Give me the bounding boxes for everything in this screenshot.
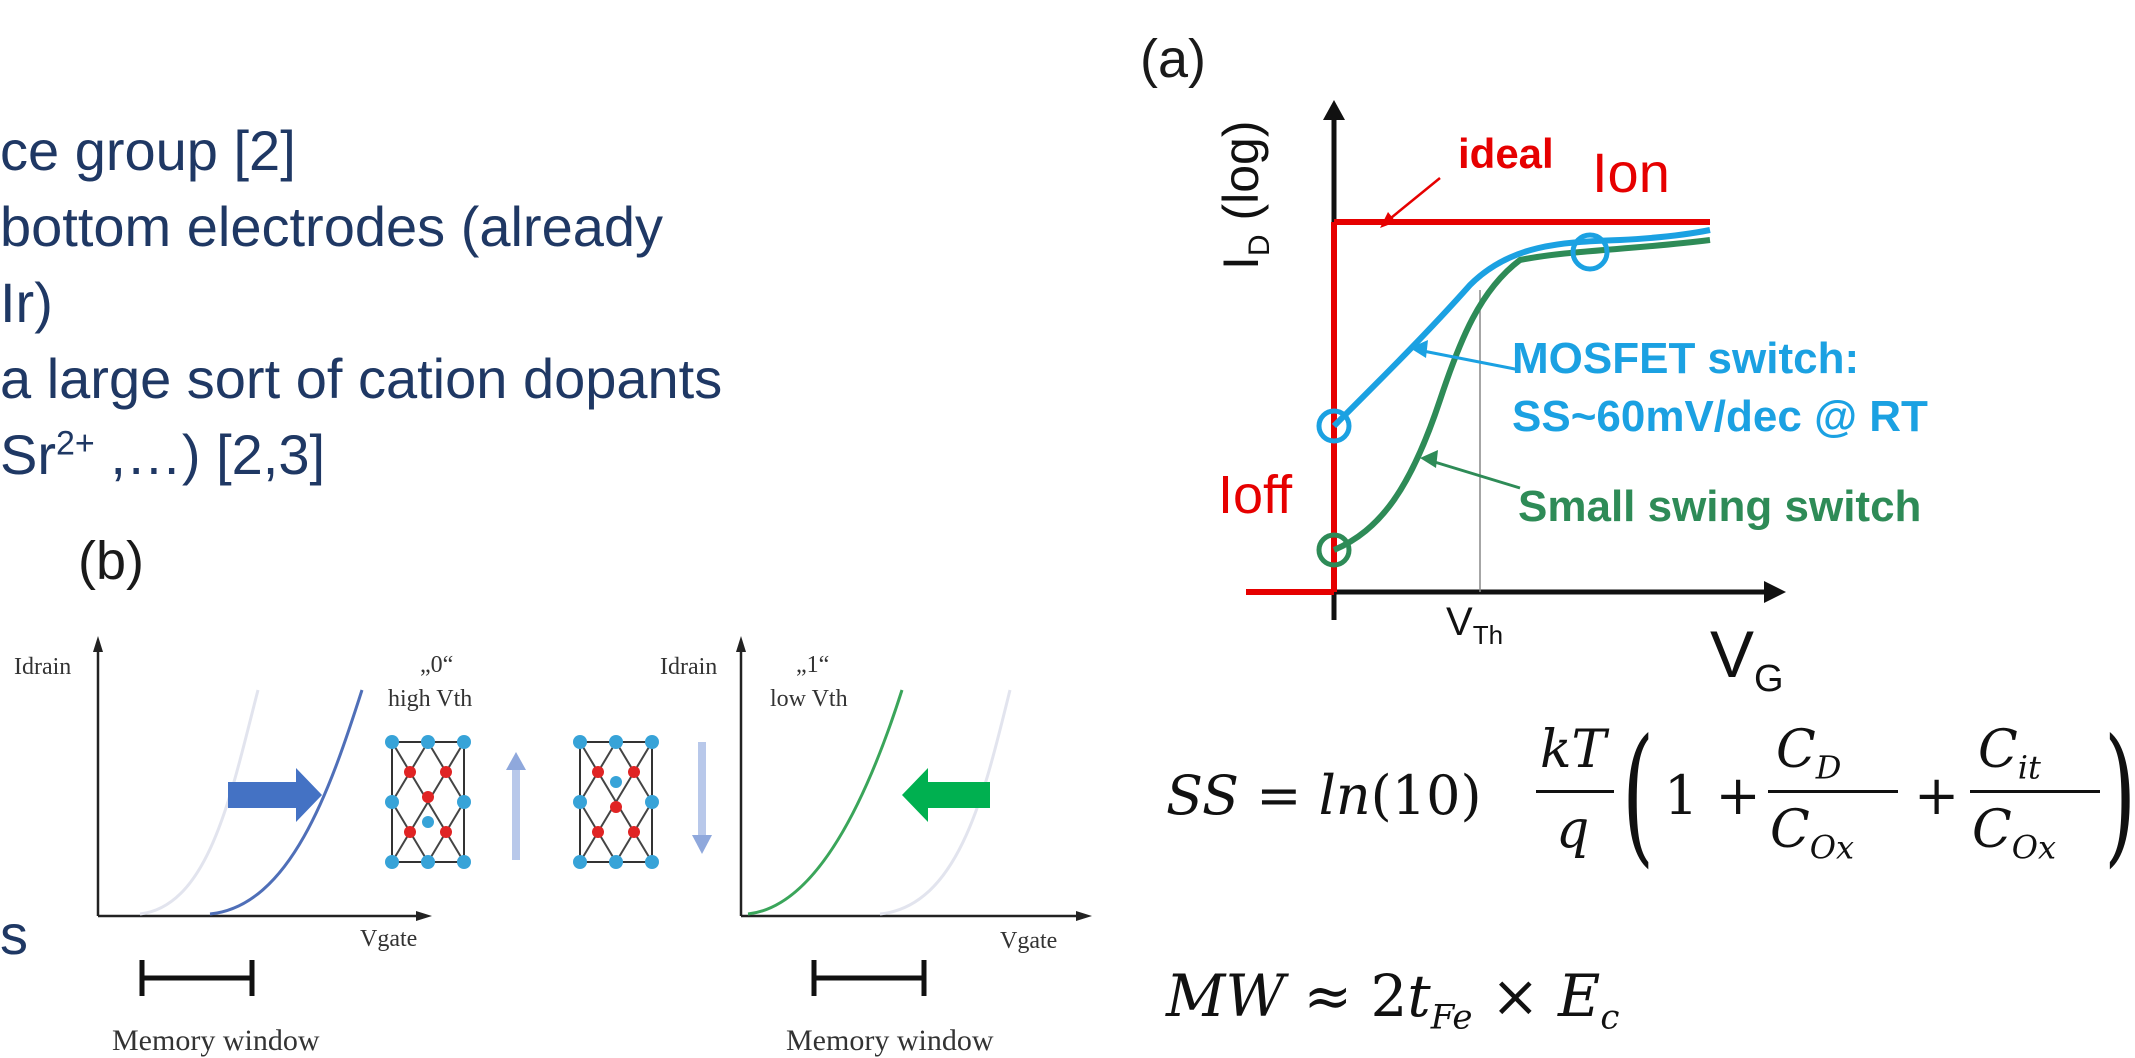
ion-blue-circle (1570, 232, 1610, 272)
ioff-green-circle (1316, 532, 1352, 568)
vg-label: VG (1710, 616, 1784, 701)
left-state-label: „0“ (420, 652, 454, 678)
ss-eq-kt: kT (1540, 720, 1607, 780)
ioff-blue-circle (1316, 408, 1352, 444)
vg-label-sub: G (1754, 658, 1784, 701)
vth-label: VTh (1446, 600, 1503, 651)
left-shift-arrow-head (296, 768, 322, 822)
polarization-down-arrow-body (698, 742, 706, 840)
right-y-arrow-icon (736, 636, 746, 652)
ideal-pointer-arrow-icon (1380, 212, 1396, 228)
vth-label-sub: Th (1472, 620, 1504, 650)
left-x-arrow-icon (416, 911, 432, 921)
right-y-axis-label: Idrain (660, 654, 718, 680)
polarization-up-arrow-body (512, 765, 520, 860)
right-main-curve (747, 689, 904, 916)
left-shift-arrow-body (228, 782, 298, 808)
small-swing-pointer-line (1427, 458, 1521, 490)
left-ghost-curve (139, 689, 260, 916)
bullet-line-5-sup: 2+ (56, 424, 95, 463)
y-axis-label: ID (log) (1212, 121, 1277, 271)
right-x-axis-label: Vgate (1000, 928, 1058, 954)
bullet-line-6: s (0, 903, 28, 966)
ideal-label: ideal (1458, 130, 1554, 177)
ss-eq-lhs: SS = ln(10) (1166, 764, 1482, 827)
ideal-pointer-line (1385, 177, 1441, 223)
ss-eq-close-paren: ) (2104, 708, 2135, 882)
crystal-structure-2 (573, 735, 659, 869)
polarization-up-arrow-head (506, 752, 526, 770)
y-axis-label-log: (log) (1213, 120, 1269, 235)
panel-a-plot (1246, 100, 1786, 620)
bullet-line-5: Sr2+ ,…) [2,3] (0, 424, 325, 486)
right-x-arrow-icon (1076, 911, 1092, 921)
left-state-desc: high Vth (388, 686, 473, 712)
mosfet-curve (1331, 227, 1711, 429)
left-main-curve (209, 689, 364, 916)
y-axis-label-main: I (1213, 256, 1269, 270)
panel-a-label: (a) (1140, 29, 1206, 89)
mosfet-label-line-1: MOSFET switch: (1512, 334, 1860, 383)
bullet-line-4: a large sort of cation dopants (0, 347, 723, 410)
bullet-line-3: Ir) (0, 271, 53, 334)
mosfet-pointer-line (1417, 348, 1521, 372)
mosfet-label-line-2: SS~60mV/dec @ RT (1512, 392, 1928, 441)
ss-eq-cit: Cit (1978, 720, 2041, 787)
ss-eq-cox-1: COx (1770, 800, 1855, 867)
ss-eq-one: 1 + (1664, 764, 1761, 827)
left-memory-window-label: Memory window (112, 1024, 320, 1057)
right-ghost-curve (879, 689, 1012, 916)
left-y-axis-label: Idrain (14, 654, 72, 680)
ss-eq-q: q (1556, 800, 1590, 860)
bullet-line-1: ce group [2] (0, 119, 296, 182)
ion-label: Ion (1592, 141, 1670, 204)
right-shift-arrow-body (926, 782, 990, 808)
bullet-line-5-pre: Sr (0, 423, 56, 486)
x-axis-arrow-icon (1764, 581, 1786, 603)
y-axis-label-sub: D (1243, 234, 1276, 257)
y-axis-arrow-icon (1323, 100, 1345, 120)
left-y-arrow-icon (93, 636, 103, 652)
mw-equation: MW ≈ 2tFe × Ec (1166, 962, 1620, 1038)
ioff-label: Ioff (1218, 465, 1293, 525)
right-shift-arrow-head (902, 768, 928, 822)
crystal-structure-1 (385, 735, 471, 869)
bullet-line-2: bottom electrodes (already (0, 195, 664, 258)
vg-label-main: V (1710, 617, 1755, 691)
ss-eq-cox-2: COx (1972, 800, 2057, 867)
small-swing-pointer-arrow-icon (1420, 450, 1438, 468)
bullet-line-5-post: ,…) [2,3] (94, 423, 326, 486)
polarization-down-arrow-head (692, 835, 712, 854)
ss-eq-open-paren: ( (1622, 708, 1655, 882)
left-x-axis-label: Vgate (360, 926, 418, 952)
right-memory-window-label: Memory window (786, 1024, 994, 1057)
right-state-desc: low Vth (770, 686, 848, 712)
mosfet-pointer-arrow-icon (1410, 340, 1428, 358)
vth-label-main: V (1446, 600, 1473, 644)
panel-b-label: (b) (78, 531, 144, 591)
ss-eq-plus: + (1914, 764, 1960, 827)
ss-eq-cd: CD (1776, 720, 1842, 787)
panel-b-diagram (93, 636, 1092, 996)
small-swing-label: Small swing switch (1518, 482, 1922, 531)
right-state-label: „1“ (796, 652, 830, 678)
